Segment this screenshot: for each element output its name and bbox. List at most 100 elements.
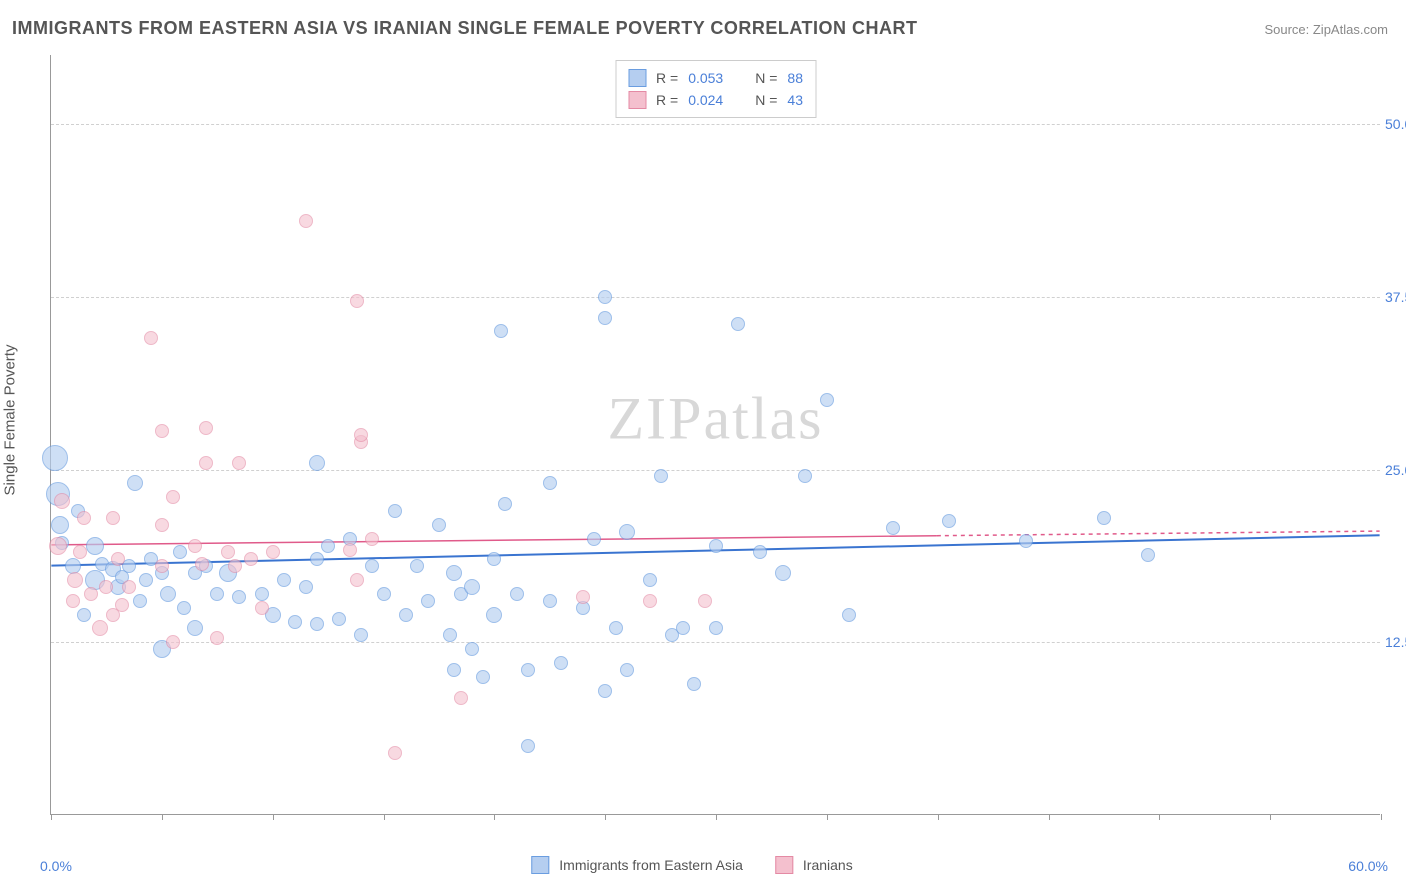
x-tick — [716, 814, 717, 820]
data-point — [166, 635, 180, 649]
data-point — [1141, 548, 1155, 562]
chart-title: IMMIGRANTS FROM EASTERN ASIA VS IRANIAN … — [12, 18, 918, 39]
data-point — [155, 424, 169, 438]
data-point — [388, 504, 402, 518]
data-point — [244, 552, 258, 566]
legend-series-label: Immigrants from Eastern Asia — [559, 857, 743, 873]
legend-n-label: N = — [755, 67, 777, 89]
x-tick — [827, 814, 828, 820]
y-tick-label: 25.0% — [1385, 462, 1406, 478]
data-point — [310, 617, 324, 631]
watermark: ZIPatlas — [608, 385, 824, 454]
data-point — [598, 311, 612, 325]
legend-r-label: R = — [656, 89, 678, 111]
legend-series: Immigrants from Eastern Asia Iranians — [531, 856, 874, 874]
gridline — [51, 124, 1380, 125]
data-point — [210, 631, 224, 645]
gridline — [51, 642, 1380, 643]
data-point — [343, 543, 357, 557]
data-point — [92, 620, 108, 636]
data-point — [232, 590, 246, 604]
data-point — [321, 539, 335, 553]
plot-area: ZIPatlas R =0.053N =88R =0.024N =43 12.5… — [50, 55, 1380, 815]
data-point — [598, 684, 612, 698]
legend-series-label: Iranians — [803, 857, 853, 873]
data-point — [643, 573, 657, 587]
data-point — [1097, 511, 1111, 525]
data-point — [365, 532, 379, 546]
data-point — [188, 539, 202, 553]
data-point — [133, 594, 147, 608]
data-point — [354, 628, 368, 642]
data-point — [173, 545, 187, 559]
x-axis-max-label: 60.0% — [1348, 858, 1388, 874]
data-point — [521, 663, 535, 677]
data-point — [399, 608, 413, 622]
data-point — [299, 214, 313, 228]
data-point — [350, 294, 364, 308]
data-point — [643, 594, 657, 608]
data-point — [576, 590, 590, 604]
data-point — [410, 559, 424, 573]
data-point — [210, 587, 224, 601]
legend-swatch — [775, 856, 793, 874]
data-point — [309, 455, 325, 471]
data-point — [106, 511, 120, 525]
data-point — [820, 393, 834, 407]
data-point — [498, 497, 512, 511]
data-point — [310, 552, 324, 566]
data-point — [619, 524, 635, 540]
x-tick — [605, 814, 606, 820]
data-point — [67, 572, 83, 588]
legend-n-value: 43 — [787, 89, 803, 111]
data-point — [476, 670, 490, 684]
data-point — [798, 469, 812, 483]
data-point — [127, 475, 143, 491]
data-point — [753, 545, 767, 559]
legend-n-value: 88 — [787, 67, 803, 89]
data-point — [111, 552, 125, 566]
data-point — [115, 598, 129, 612]
data-point — [487, 552, 501, 566]
data-point — [494, 324, 508, 338]
x-tick — [1270, 814, 1271, 820]
data-point — [255, 587, 269, 601]
y-axis-label: Single Female Poverty — [2, 345, 19, 496]
data-point — [421, 594, 435, 608]
data-point — [454, 691, 468, 705]
legend-correlation: R = 0.053 N = 88R =0.024N =43 — [615, 60, 816, 118]
data-point — [51, 516, 69, 534]
data-point — [277, 573, 291, 587]
y-tick-label: 37.5% — [1385, 289, 1406, 305]
data-point — [155, 559, 169, 573]
data-point — [377, 587, 391, 601]
data-point — [447, 663, 461, 677]
x-tick — [1159, 814, 1160, 820]
legend-row: R =0.024N =43 — [628, 89, 803, 111]
data-point — [886, 521, 900, 535]
data-point — [354, 428, 368, 442]
x-tick — [162, 814, 163, 820]
data-point — [99, 580, 113, 594]
x-tick — [1049, 814, 1050, 820]
data-point — [388, 746, 402, 760]
data-point — [221, 545, 235, 559]
data-point — [350, 573, 364, 587]
data-point — [1019, 534, 1033, 548]
data-point — [543, 476, 557, 490]
data-point — [122, 580, 136, 594]
data-point — [654, 469, 668, 483]
y-tick-label: 12.5% — [1385, 634, 1406, 650]
data-point — [299, 580, 313, 594]
data-point — [166, 490, 180, 504]
trendlines-layer — [51, 55, 1380, 814]
data-point — [155, 518, 169, 532]
data-point — [365, 559, 379, 573]
data-point — [587, 532, 601, 546]
data-point — [144, 331, 158, 345]
data-point — [77, 608, 91, 622]
data-point — [139, 573, 153, 587]
data-point — [195, 557, 209, 571]
data-point — [510, 587, 524, 601]
legend-r-value: 0.053 — [688, 67, 723, 89]
